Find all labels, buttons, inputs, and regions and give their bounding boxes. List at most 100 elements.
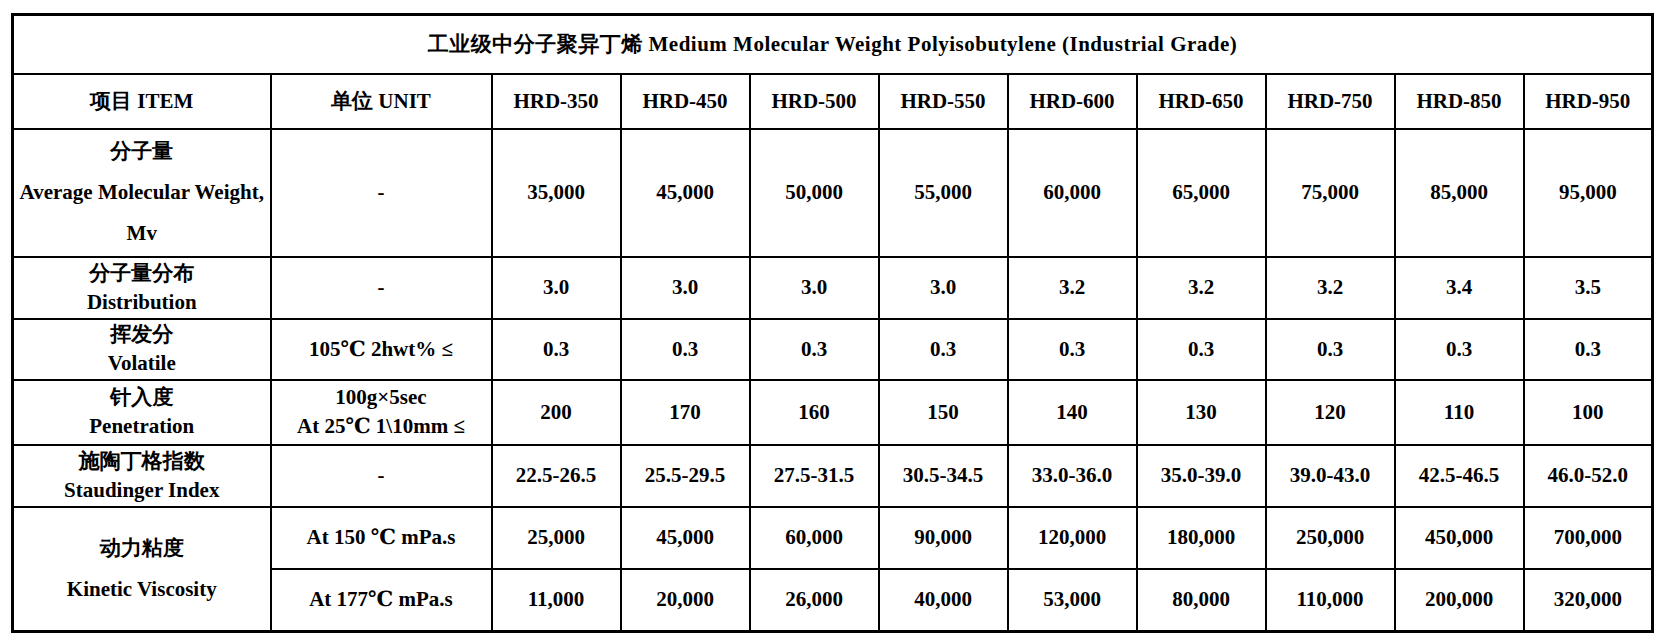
cell-line: 施陶丁格指数 bbox=[18, 447, 266, 476]
grade-header: HRD-750 bbox=[1266, 74, 1395, 129]
value-cell: 95,000 bbox=[1524, 129, 1653, 257]
value-cell: 3.0 bbox=[492, 257, 621, 319]
value-cell: 0.3 bbox=[621, 319, 750, 380]
cell-line: 挥发分 bbox=[18, 320, 266, 349]
table-row: 施陶丁格指数Staudinger Index-22.5-26.525.5-29.… bbox=[13, 445, 1653, 507]
value-cell: 0.3 bbox=[1395, 319, 1524, 380]
spec-sheet-page: 工业级中分子聚异丁烯 Medium Molecular Weight Polyi… bbox=[0, 0, 1662, 637]
grade-header: HRD-650 bbox=[1137, 74, 1266, 129]
cell-line: 分子量分布 bbox=[18, 259, 266, 288]
value-cell: 140 bbox=[1008, 380, 1137, 445]
item-cell: 动力粘度Kinetic Viscosity bbox=[13, 507, 271, 632]
value-cell: 42.5-46.5 bbox=[1395, 445, 1524, 507]
value-cell: 700,000 bbox=[1524, 507, 1653, 569]
table-row: 挥发分Volatile105℃ 2hwt% ≤0.30.30.30.30.30.… bbox=[13, 319, 1653, 380]
value-cell: 25.5-29.5 bbox=[621, 445, 750, 507]
value-cell: 0.3 bbox=[879, 319, 1008, 380]
cell-line: - bbox=[276, 273, 487, 302]
cell-line: Staudinger Index bbox=[18, 476, 266, 505]
grade-header: HRD-550 bbox=[879, 74, 1008, 129]
unit-cell: At 177℃ mPa.s bbox=[271, 569, 492, 632]
value-cell: 3.2 bbox=[1266, 257, 1395, 319]
item-cell: 施陶丁格指数Staudinger Index bbox=[13, 445, 271, 507]
value-cell: 120 bbox=[1266, 380, 1395, 445]
value-cell: 53,000 bbox=[1008, 569, 1137, 632]
value-cell: 3.0 bbox=[621, 257, 750, 319]
unit-cell: At 150 ℃ mPa.s bbox=[271, 507, 492, 569]
value-cell: 120,000 bbox=[1008, 507, 1137, 569]
value-cell: 180,000 bbox=[1137, 507, 1266, 569]
value-cell: 110,000 bbox=[1266, 569, 1395, 632]
cell-line: Volatile bbox=[18, 349, 266, 378]
table-row: 针入度Penetration100g×5secAt 25℃ 1\10mm ≤20… bbox=[13, 380, 1653, 445]
value-cell: 200 bbox=[492, 380, 621, 445]
cell-line: Average Molecular Weight, bbox=[18, 172, 266, 213]
unit-column-header: 单位 UNIT bbox=[271, 74, 492, 129]
unit-cell: - bbox=[271, 257, 492, 319]
polyisobutylene-spec-table: 工业级中分子聚异丁烯 Medium Molecular Weight Polyi… bbox=[11, 13, 1654, 633]
grade-header: HRD-600 bbox=[1008, 74, 1137, 129]
item-cell: 分子量分布Distribution bbox=[13, 257, 271, 319]
value-cell: 75,000 bbox=[1266, 129, 1395, 257]
value-cell: 250,000 bbox=[1266, 507, 1395, 569]
item-cell: 针入度Penetration bbox=[13, 380, 271, 445]
value-cell: 0.3 bbox=[750, 319, 879, 380]
value-cell: 90,000 bbox=[879, 507, 1008, 569]
value-cell: 110 bbox=[1395, 380, 1524, 445]
grade-header: HRD-450 bbox=[621, 74, 750, 129]
cell-line: 动力粘度 bbox=[18, 528, 266, 569]
cell-line: Distribution bbox=[18, 288, 266, 317]
unit-cell: 105℃ 2hwt% ≤ bbox=[271, 319, 492, 380]
value-cell: 30.5-34.5 bbox=[879, 445, 1008, 507]
value-cell: 80,000 bbox=[1137, 569, 1266, 632]
value-cell: 0.3 bbox=[1137, 319, 1266, 380]
table-row: 分子量Average Molecular Weight,Mv-35,00045,… bbox=[13, 129, 1653, 257]
cell-line: 105℃ 2hwt% ≤ bbox=[276, 335, 487, 364]
value-cell: 200,000 bbox=[1395, 569, 1524, 632]
cell-line: Mv bbox=[18, 213, 266, 254]
value-cell: 50,000 bbox=[750, 129, 879, 257]
value-cell: 85,000 bbox=[1395, 129, 1524, 257]
value-cell: 20,000 bbox=[621, 569, 750, 632]
grade-header: HRD-500 bbox=[750, 74, 879, 129]
grade-header: HRD-350 bbox=[492, 74, 621, 129]
value-cell: 25,000 bbox=[492, 507, 621, 569]
cell-line: - bbox=[276, 461, 487, 490]
value-cell: 60,000 bbox=[1008, 129, 1137, 257]
cell-line: Penetration bbox=[18, 412, 266, 441]
cell-line: 针入度 bbox=[18, 383, 266, 412]
item-column-header: 项目 ITEM bbox=[13, 74, 271, 129]
value-cell: 450,000 bbox=[1395, 507, 1524, 569]
value-cell: 150 bbox=[879, 380, 1008, 445]
page-title: 工业级中分子聚异丁烯 Medium Molecular Weight Polyi… bbox=[13, 15, 1653, 74]
value-cell: 0.3 bbox=[1266, 319, 1395, 380]
value-cell: 55,000 bbox=[879, 129, 1008, 257]
value-cell: 3.4 bbox=[1395, 257, 1524, 319]
cell-line: At 25℃ 1\10mm ≤ bbox=[276, 412, 487, 441]
table-row: 分子量分布Distribution-3.03.03.03.03.23.23.23… bbox=[13, 257, 1653, 319]
value-cell: 320,000 bbox=[1524, 569, 1653, 632]
value-cell: 35.0-39.0 bbox=[1137, 445, 1266, 507]
cell-line: - bbox=[276, 178, 487, 207]
value-cell: 65,000 bbox=[1137, 129, 1266, 257]
value-cell: 35,000 bbox=[492, 129, 621, 257]
value-cell: 27.5-31.5 bbox=[750, 445, 879, 507]
value-cell: 11,000 bbox=[492, 569, 621, 632]
value-cell: 3.2 bbox=[1137, 257, 1266, 319]
value-cell: 60,000 bbox=[750, 507, 879, 569]
value-cell: 0.3 bbox=[1524, 319, 1653, 380]
cell-line: At 150 ℃ mPa.s bbox=[276, 523, 487, 552]
grade-header: HRD-850 bbox=[1395, 74, 1524, 129]
cell-line: Kinetic Viscosity bbox=[18, 569, 266, 610]
value-cell: 170 bbox=[621, 380, 750, 445]
value-cell: 40,000 bbox=[879, 569, 1008, 632]
unit-cell: - bbox=[271, 129, 492, 257]
header-row: 项目 ITEM单位 UNITHRD-350HRD-450HRD-500HRD-5… bbox=[13, 74, 1653, 129]
value-cell: 3.0 bbox=[750, 257, 879, 319]
value-cell: 39.0-43.0 bbox=[1266, 445, 1395, 507]
value-cell: 45,000 bbox=[621, 507, 750, 569]
unit-cell: - bbox=[271, 445, 492, 507]
table-row: 动力粘度Kinetic ViscosityAt 150 ℃ mPa.s25,00… bbox=[13, 507, 1653, 569]
cell-line: 100g×5sec bbox=[276, 383, 487, 412]
cell-line: 分子量 bbox=[18, 131, 266, 172]
